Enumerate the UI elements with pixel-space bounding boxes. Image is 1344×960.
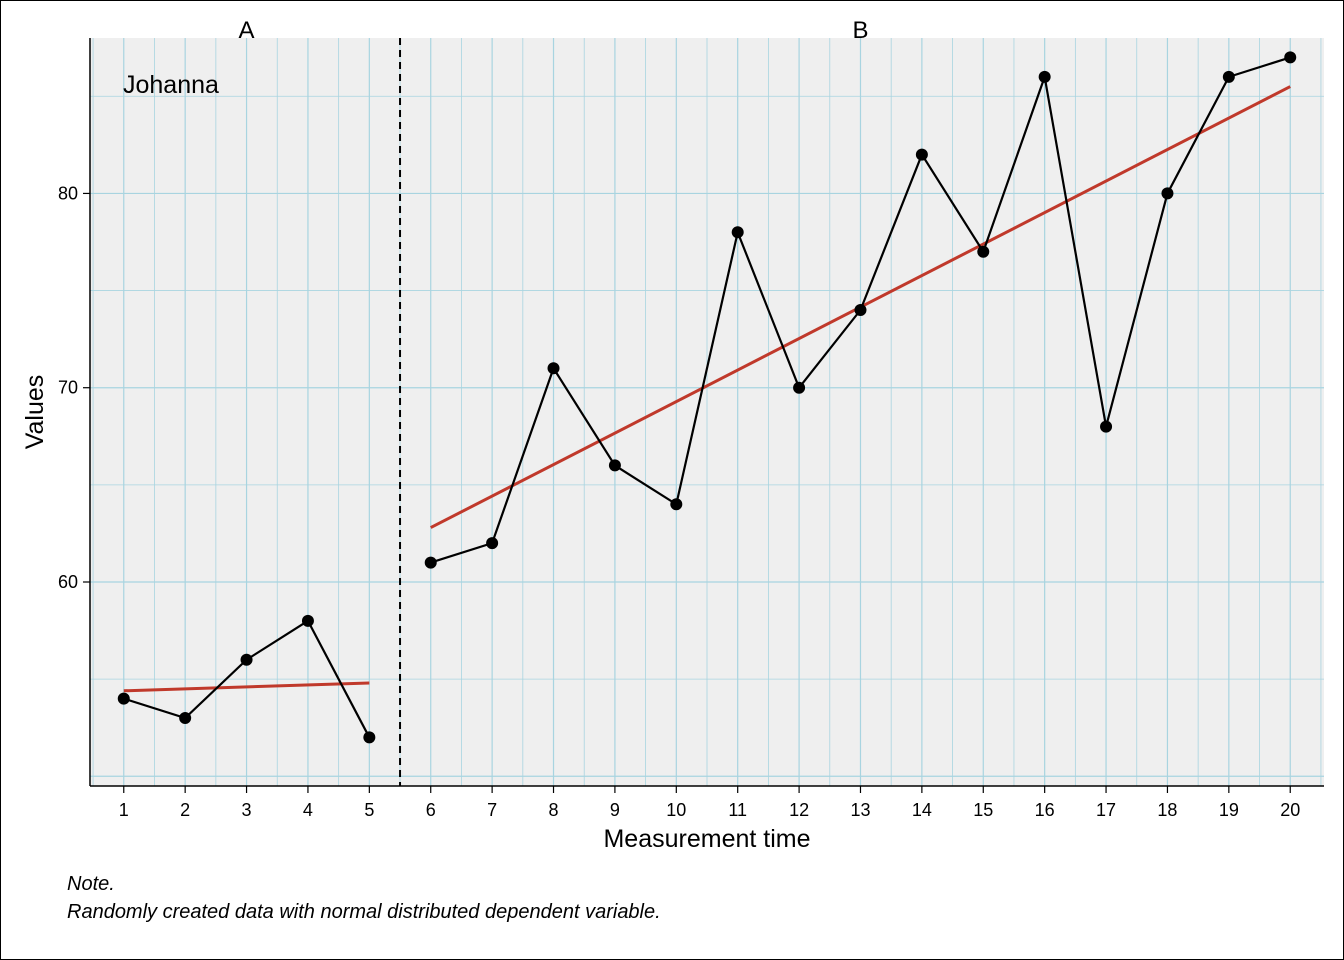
x-tick-label: 7 (487, 800, 497, 820)
x-axis-ticks: 1 2 3 4 5 6 7 8 9 10 11 12 13 14 15 16 17 18 19 20 (119, 786, 1300, 820)
x-tick-label: 15 (973, 800, 993, 820)
x-tick-label: 9 (610, 800, 620, 820)
data-point (486, 537, 499, 550)
data-point (731, 226, 744, 239)
x-tick-label: 8 (549, 800, 559, 820)
data-point (1161, 187, 1174, 200)
data-point (1222, 70, 1235, 83)
x-tick-label: 2 (180, 800, 190, 820)
x-tick-label: 4 (303, 800, 313, 820)
data-points (117, 51, 1297, 744)
x-tick-label: 20 (1280, 800, 1300, 820)
x-tick-label: 3 (242, 800, 252, 820)
data-point (240, 653, 253, 666)
note-heading: Note. (67, 873, 115, 895)
x-axis-title: Measurement time (603, 825, 810, 853)
data-point (854, 304, 867, 316)
data-point (363, 731, 376, 744)
data-point (670, 498, 683, 511)
x-tick-label: 5 (364, 800, 374, 820)
y-tick-label: 70 (58, 378, 78, 398)
x-tick-label: 6 (426, 800, 436, 820)
y-tick-label: 80 (58, 183, 78, 203)
x-tick-label: 10 (666, 800, 686, 820)
case-label: Johanna (123, 71, 219, 99)
x-tick-label: 18 (1157, 800, 1177, 820)
x-tick-label: 13 (850, 800, 870, 820)
data-point (1038, 70, 1051, 83)
y-axis-ticks: 60 70 80 (58, 183, 90, 592)
note-text: Randomly created data with normal distri… (67, 901, 661, 923)
trend-line-phase-1 (123, 681, 370, 693)
data-point (424, 556, 437, 569)
data-point (301, 614, 314, 627)
data-point (915, 148, 928, 161)
x-tick-label: 14 (912, 800, 932, 820)
data-point (547, 362, 560, 375)
y-tick-label: 60 (58, 572, 78, 592)
x-tick-label: 17 (1096, 800, 1116, 820)
data-point (977, 245, 990, 258)
x-tick-label: 19 (1219, 800, 1239, 820)
grid (90, 38, 1324, 786)
x-tick-label: 16 (1035, 800, 1055, 820)
phase-label: B (852, 17, 868, 44)
data-point (793, 381, 806, 394)
x-tick-label: 1 (119, 800, 129, 820)
x-tick-label: 12 (789, 800, 809, 820)
x-tick-label: 11 (728, 800, 747, 820)
data-point (1284, 51, 1297, 64)
data-point (608, 459, 621, 472)
data-point (179, 712, 192, 724)
phase-label: A (239, 17, 255, 44)
y-axis-title: Values (21, 375, 49, 450)
axes (89, 38, 1324, 787)
data-point (117, 692, 130, 705)
data-point (1100, 420, 1113, 433)
